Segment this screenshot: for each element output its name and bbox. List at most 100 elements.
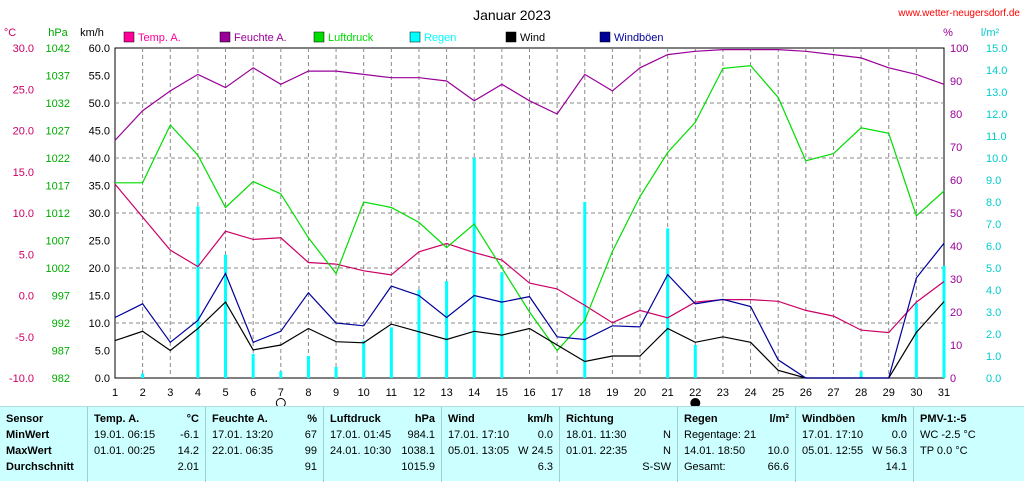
weather-chart: Januar 2023 www.wetter-neugersdorf.de °C hP… xyxy=(4,7,1020,406)
rain-bar xyxy=(666,228,670,378)
x-tick-label: 27 xyxy=(827,387,839,399)
x-tick-label: 19 xyxy=(606,387,618,399)
x-tick-label: 10 xyxy=(358,387,370,399)
stats-temp-min-value: -6.1 xyxy=(180,429,199,441)
pressure-tick-label: 987 xyxy=(52,346,70,358)
stats-pmv: PMV-1:-5 WC -2.5 °C TP 0.0 °C xyxy=(914,407,1024,482)
wind-axis-unit: km/h xyxy=(80,27,104,39)
rain-bar xyxy=(445,281,449,378)
stats-wind-min-value: 0.0 xyxy=(537,429,553,441)
pressure-tick-label: 1012 xyxy=(46,208,70,220)
rain-bar xyxy=(914,303,918,378)
wind-tick-label: 55.0 xyxy=(89,71,110,83)
legend-swatch xyxy=(219,31,231,43)
stats-temp: Temp. A. °C 19.01. 06:15 -6.1 01.01. 00:25… xyxy=(88,407,206,482)
humidity-tick-label: 0 xyxy=(950,373,956,385)
rain-tick-label: 11.0 xyxy=(986,131,1007,143)
x-tick-label: 30 xyxy=(910,387,922,399)
stats-temp-max-time: 01.01. 00:25 xyxy=(94,445,156,457)
series-line-feuchte-a xyxy=(114,48,945,141)
stats-luftdruck-max-value: 1038.1 xyxy=(401,445,435,457)
stats-feuchte-min-value: 67 xyxy=(304,429,317,441)
stats-temp-max-value: 14.2 xyxy=(177,445,199,457)
x-tick-label: 9 xyxy=(333,387,339,399)
legend-label: Feuchte A. xyxy=(234,32,287,44)
stats-regen-unit: l/m² xyxy=(769,413,789,425)
wind-tick-label: 20.0 xyxy=(89,263,110,275)
stats-richtung-min-time: 18.01. 11:30 xyxy=(566,429,627,441)
temp-tick-label: -10.0 xyxy=(9,373,34,385)
rain-bar xyxy=(472,158,476,378)
wind-tick-label: 50.0 xyxy=(89,98,110,110)
humidity-tick-label: 20 xyxy=(950,307,962,319)
rain-bar xyxy=(306,356,310,378)
x-tick-label: 18 xyxy=(579,387,591,399)
humidity-tick-label: 90 xyxy=(950,76,962,88)
legend-swatch xyxy=(599,31,611,43)
stats-feuchte-max-value: 99 xyxy=(304,445,317,457)
stats-wind: Wind km/h 17.01. 17:10 0.0 05.01. 13:05 W 2… xyxy=(442,407,560,482)
temp-tick-label: 20.0 xyxy=(13,126,34,138)
stats-pmv-title: PMV-1:-5 xyxy=(920,413,967,425)
x-tick-label: 15 xyxy=(496,387,508,399)
temp-tick-label: 10.0 xyxy=(13,208,34,220)
x-tick-label: 8 xyxy=(305,387,311,399)
humidity-tick-label: 70 xyxy=(950,142,962,154)
stats-temp-avg: 2.01 xyxy=(177,461,199,473)
statistics-panel: Sensor MinWert MaxWert Durchschnitt Temp… xyxy=(0,406,1024,482)
stats-sensor: Sensor MinWert MaxWert Durchschnitt xyxy=(0,407,88,482)
stats-windboeen-unit: km/h xyxy=(881,413,907,425)
rain-bar xyxy=(334,367,338,378)
stats-luftdruck-avg: 1015.9 xyxy=(401,461,435,473)
stats-feuchte-unit: % xyxy=(307,413,317,425)
stats-luftdruck-min-value: 984.1 xyxy=(407,429,435,441)
humidity-tick-label: 80 xyxy=(950,109,962,121)
x-tick-label: 5 xyxy=(222,387,228,399)
series-line-luftdruck xyxy=(115,64,945,352)
stats-temp-unit: °C xyxy=(186,413,199,425)
stats-windboeen-min-time: 17.01. 17:10 xyxy=(802,429,864,441)
stats-windboeen-min-value: 0.0 xyxy=(891,429,907,441)
stats-feuchte-min-time: 17.01. 13:20 xyxy=(212,429,274,441)
rain-tick-label: 2.0 xyxy=(986,329,1001,341)
pressure-tick-label: 1042 xyxy=(46,43,70,55)
x-tick-label: 21 xyxy=(662,387,674,399)
x-tick-label: 14 xyxy=(468,387,480,399)
rain-bar xyxy=(417,290,421,378)
stats-temp-title: Temp. A. xyxy=(94,413,140,425)
legend-swatch xyxy=(313,31,325,43)
wind-tick-label: 35.0 xyxy=(89,181,110,193)
stats-richtung-min-value: N xyxy=(663,429,671,441)
wind-tick-label: 15.0 xyxy=(89,291,110,303)
pressure-axis-unit: hPa xyxy=(48,27,68,39)
stats-luftdruck-min-time: 17.01. 01:45 xyxy=(330,429,392,441)
humidity-tick-label: 60 xyxy=(950,175,962,187)
stats-richtung: Richtung 18.01. 11:30 N 01.01. 22:35 N S-S… xyxy=(560,407,678,482)
new-moon-icon xyxy=(690,398,701,406)
pressure-tick-label: 1037 xyxy=(46,71,70,83)
rain-bar xyxy=(224,254,228,378)
stats-regen-total-value: 66.6 xyxy=(767,461,789,473)
stats-richtung-title: Richtung xyxy=(566,413,614,425)
rain-tick-label: 6.0 xyxy=(986,241,1001,253)
stats-pmv-windchill: WC -2.5 °C xyxy=(920,429,976,441)
pressure-tick-label: 1027 xyxy=(46,126,70,138)
rain-tick-label: 7.0 xyxy=(986,219,1001,231)
humidity-tick-label: 100 xyxy=(950,43,968,55)
pressure-tick-label: 1007 xyxy=(46,236,70,248)
rain-tick-label: 13.0 xyxy=(986,87,1007,99)
wind-tick-label: 30.0 xyxy=(89,208,110,220)
stats-sensor-title: Sensor xyxy=(6,413,44,425)
legend-label: Regen xyxy=(424,32,456,44)
pressure-tick-label: 982 xyxy=(52,373,70,385)
stats-row-min-label: MinWert xyxy=(6,429,50,441)
rain-bar xyxy=(693,345,697,378)
x-tick-label: 11 xyxy=(386,387,397,399)
wind-tick-label: 25.0 xyxy=(89,236,110,248)
pressure-tick-label: 1017 xyxy=(46,181,70,193)
x-tick-label: 31 xyxy=(938,387,950,399)
stats-wind-title: Wind xyxy=(448,413,475,425)
pressure-tick-label: 1022 xyxy=(46,153,70,165)
wind-tick-label: 60.0 xyxy=(89,43,110,55)
stats-windboeen-avg: 14.1 xyxy=(885,461,907,473)
